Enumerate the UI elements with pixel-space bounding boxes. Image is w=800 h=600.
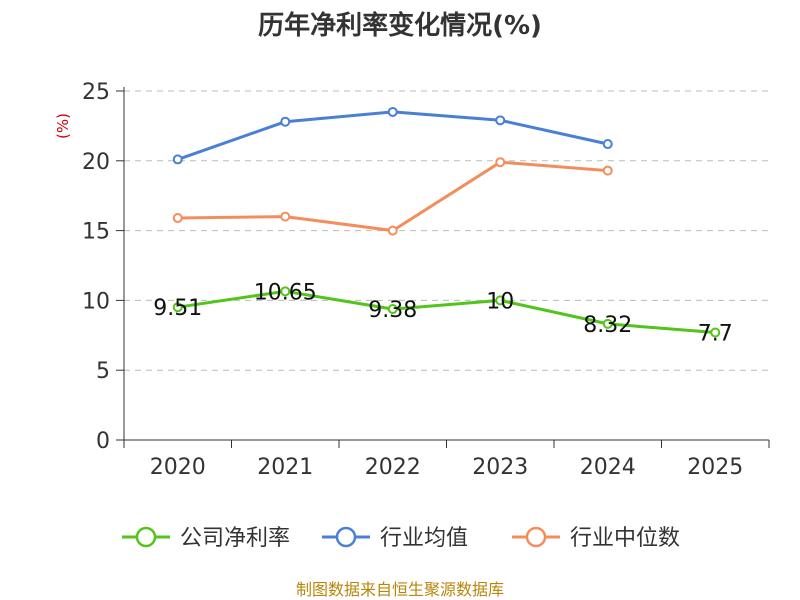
x-tick-label-5: 2025 — [687, 455, 743, 480]
x-tick-label-1: 2021 — [257, 455, 313, 480]
x-tick-label-4: 2024 — [580, 455, 636, 480]
chart-title: 历年净利率变化情况(%) — [258, 10, 542, 41]
y-tick-label-0: 0 — [96, 429, 110, 454]
series-0-point-0 — [172, 302, 183, 313]
series-1-point-4 — [602, 139, 613, 150]
data-label-0-4: 8.32 — [583, 313, 632, 338]
series-0-point-3 — [495, 295, 506, 306]
data-label-0-3: 10 — [486, 289, 514, 314]
legend-marker-0 — [135, 526, 157, 548]
data-label-0-1: 10.65 — [254, 280, 317, 305]
series-1-point-0 — [172, 154, 183, 165]
series-1-point-2 — [387, 106, 398, 117]
series-0-point-4 — [602, 318, 613, 329]
legend-marker-1 — [335, 526, 357, 548]
y-tick-label-3: 15 — [82, 220, 110, 245]
y-tick-label-1: 5 — [96, 359, 110, 384]
series-1-point-3 — [495, 115, 506, 126]
legend: 公司净利率 行业均值 行业中位数 — [122, 526, 680, 551]
series-1-point-1 — [280, 116, 291, 127]
series-2-point-0 — [172, 213, 183, 224]
legend-label-2: 行业中位数 — [570, 526, 680, 551]
series-2-point-3 — [495, 157, 506, 168]
y-tick-label-2: 10 — [82, 289, 110, 314]
data-label-0-0: 9.51 — [153, 296, 202, 321]
x-tick-label-3: 2023 — [472, 455, 528, 480]
series-line-0 — [177, 289, 716, 334]
series-0-point-2 — [387, 304, 398, 315]
y-tick-label-5: 25 — [82, 80, 110, 105]
legend-label-0: 公司净利率 — [180, 526, 290, 551]
series-2-point-1 — [280, 211, 291, 222]
series-0-point-1 — [280, 286, 291, 297]
data-label-0-2: 9.38 — [368, 298, 417, 323]
series-2-point-4 — [602, 165, 613, 176]
series-layer — [172, 106, 721, 338]
series-2-point-2 — [387, 225, 398, 236]
legend-label-1: 行业均值 — [380, 526, 468, 551]
x-tick-label-0: 2020 — [150, 455, 206, 480]
y-axis-unit: (%) — [54, 113, 72, 139]
x-tick-label-2: 2022 — [365, 455, 421, 480]
data-label-0-5: 7.7 — [698, 322, 733, 347]
data-labels: 9.51 10.65 9.38 10 8.32 7.7 — [153, 280, 732, 346]
legend-marker-2 — [525, 526, 547, 548]
series-line-1 — [177, 110, 609, 161]
series-0-point-5 — [710, 327, 721, 338]
y-tick-label-4: 20 — [82, 150, 110, 175]
series-line-2 — [177, 160, 608, 233]
source-note: 制图数据来自恒生聚源数据库 — [296, 580, 504, 599]
grid-lines — [124, 90, 769, 371]
